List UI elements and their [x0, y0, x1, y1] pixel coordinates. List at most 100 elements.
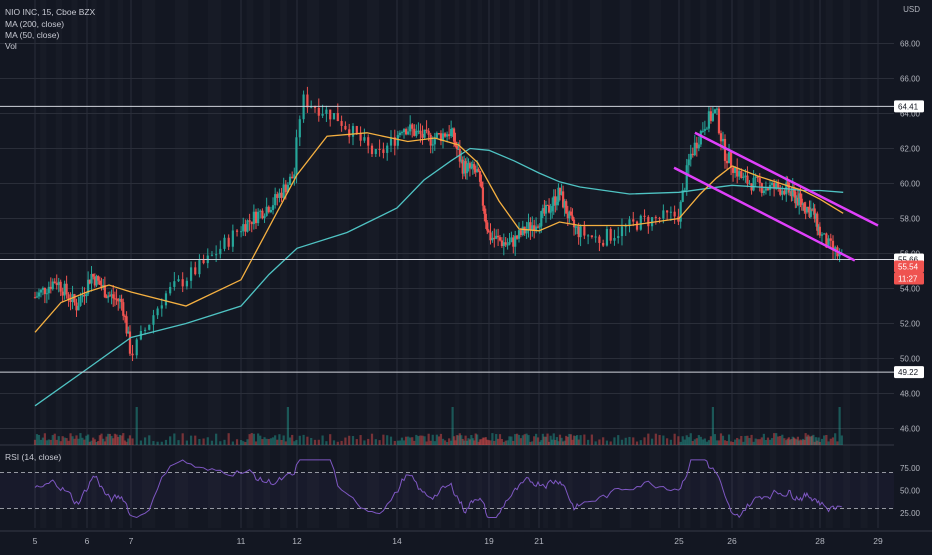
price-tick-label: 64.00 — [900, 110, 921, 119]
volume-bar — [396, 440, 399, 445]
candle-body — [786, 182, 789, 184]
candle-body — [834, 247, 837, 251]
volume-bar — [454, 440, 457, 445]
candle-body — [148, 324, 151, 330]
price-tick-label: 52.00 — [900, 320, 921, 329]
candle-body — [128, 331, 132, 354]
volume-bar — [280, 439, 283, 445]
volume-bar — [535, 433, 538, 445]
candle-body — [125, 316, 128, 334]
candle-body — [271, 205, 275, 210]
volume-bar — [278, 434, 281, 445]
candle-body — [594, 236, 597, 238]
candle-body — [59, 281, 62, 292]
volume-bar — [560, 437, 563, 445]
volume-bar — [57, 436, 60, 445]
candle-body — [754, 176, 757, 178]
candle-body — [65, 283, 68, 295]
volume-bar — [467, 438, 470, 445]
volume-bar — [555, 437, 558, 445]
countdown-badge-text: 11:27 — [898, 275, 918, 284]
price-tick-label: 68.00 — [900, 40, 921, 49]
volume-bar — [407, 436, 410, 445]
trend-channel[interactable] — [673, 131, 879, 262]
volume-bar — [762, 433, 765, 445]
volume-bar — [779, 435, 782, 445]
session-band — [435, 0, 441, 528]
candle-body — [49, 286, 52, 290]
candle-body — [344, 125, 347, 130]
candle-body — [705, 128, 708, 130]
volume-bar — [742, 441, 745, 445]
time-tick-label: 14 — [392, 536, 402, 546]
ma200-legend[interactable]: MA (200, close) — [5, 19, 65, 29]
candle-body — [484, 213, 487, 223]
candle-body — [261, 210, 264, 219]
candle-body — [748, 183, 751, 185]
candle-body — [791, 187, 794, 197]
volume-bar — [744, 435, 747, 445]
candle-body — [278, 192, 281, 198]
candle-body — [118, 298, 122, 302]
volume-bar — [439, 433, 443, 445]
symbol-title[interactable]: NIO INC, 15, Cboe BZX — [5, 7, 96, 17]
volume-bar — [840, 435, 843, 445]
session-band — [555, 0, 560, 528]
volume-bar — [35, 434, 39, 445]
session-band — [118, 0, 123, 528]
volume-bar — [189, 435, 193, 445]
candle-body — [756, 176, 759, 178]
volume-bar — [332, 440, 336, 445]
candle-body — [658, 217, 661, 219]
candle-body — [202, 260, 205, 264]
ma50-legend[interactable]: MA (50, close) — [5, 30, 60, 40]
volume-bar — [701, 439, 704, 445]
volume-bar — [252, 433, 255, 445]
volume-bar — [231, 441, 234, 445]
volume-bar — [55, 439, 58, 445]
candle-body — [508, 242, 511, 245]
volume-bar — [223, 439, 226, 445]
price-axis[interactable]: 46.0048.0050.0052.0054.0056.0058.0060.00… — [900, 40, 921, 519]
candle-body — [809, 209, 812, 217]
candle-body — [79, 296, 82, 306]
volume-bar — [474, 433, 477, 445]
candle-body — [516, 235, 519, 239]
volume-bar — [481, 437, 485, 445]
session-band — [843, 0, 850, 528]
volume-bar — [92, 437, 95, 445]
volume-bar — [598, 439, 601, 445]
candle-body — [681, 190, 684, 202]
time-axis[interactable]: 5 6 7 11 12 14 19 21 25 26 28 29 — [33, 536, 883, 546]
volume-bar — [160, 441, 163, 445]
candle-body — [367, 137, 370, 146]
volume-bar — [715, 440, 719, 445]
candle-body — [709, 111, 713, 121]
volume-bar — [435, 434, 438, 445]
volume-bar — [363, 440, 366, 445]
candle-body — [713, 109, 717, 114]
volume-bar — [100, 433, 103, 445]
volume-bar — [429, 440, 432, 445]
candle-body — [189, 267, 193, 281]
volume-bar — [110, 435, 113, 445]
volume-bar — [329, 434, 332, 445]
rsi-legend[interactable]: RSI (14, close) — [5, 452, 62, 462]
session-band — [684, 0, 690, 528]
candle-body — [45, 293, 48, 295]
volume-bar — [721, 435, 725, 445]
volume-bar — [370, 433, 374, 445]
session-band — [754, 0, 760, 528]
candle-body — [122, 302, 125, 316]
volume-legend[interactable]: Vol — [5, 41, 17, 51]
volume-bar — [302, 434, 305, 445]
volume-bar — [654, 433, 657, 445]
volume-bar — [181, 433, 184, 445]
horizontal-levels[interactable] — [0, 105, 894, 373]
volume-bar — [41, 437, 45, 445]
candle-body — [81, 294, 84, 297]
time-tick-label: 29 — [873, 536, 883, 546]
volume-bar — [293, 441, 296, 445]
